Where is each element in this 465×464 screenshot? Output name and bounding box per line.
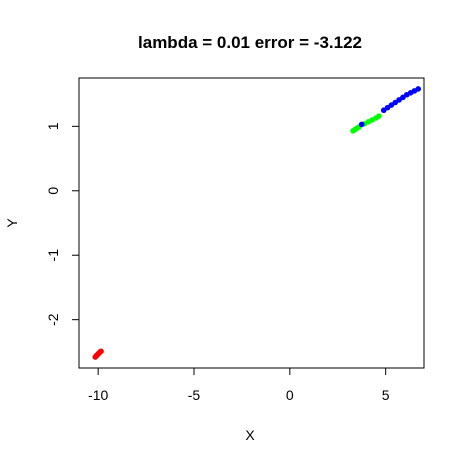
x-axis: -10 -5 0 5: [88, 367, 390, 403]
x-tick-label: 5: [382, 387, 390, 403]
x-tick-label: -5: [188, 387, 201, 403]
y-axis-label: Y: [4, 218, 20, 228]
data-point: [98, 348, 104, 355]
data-point: [415, 86, 422, 92]
y-tick-label: 0: [45, 187, 61, 195]
x-tick-label: -10: [88, 387, 108, 403]
y-axis: -2 -1 0 1: [45, 122, 80, 326]
y-tick-label: 1: [45, 122, 61, 130]
x-tick-label: 0: [286, 387, 294, 403]
data-point: [358, 121, 365, 128]
y-tick-label: -1: [45, 249, 61, 262]
chart-title: lambda = 0.01 error = -3.122: [138, 33, 362, 52]
data-point: [376, 113, 382, 119]
x-axis-label: X: [245, 427, 255, 443]
y-tick-label: -2: [45, 313, 61, 326]
data-points: [92, 86, 422, 360]
